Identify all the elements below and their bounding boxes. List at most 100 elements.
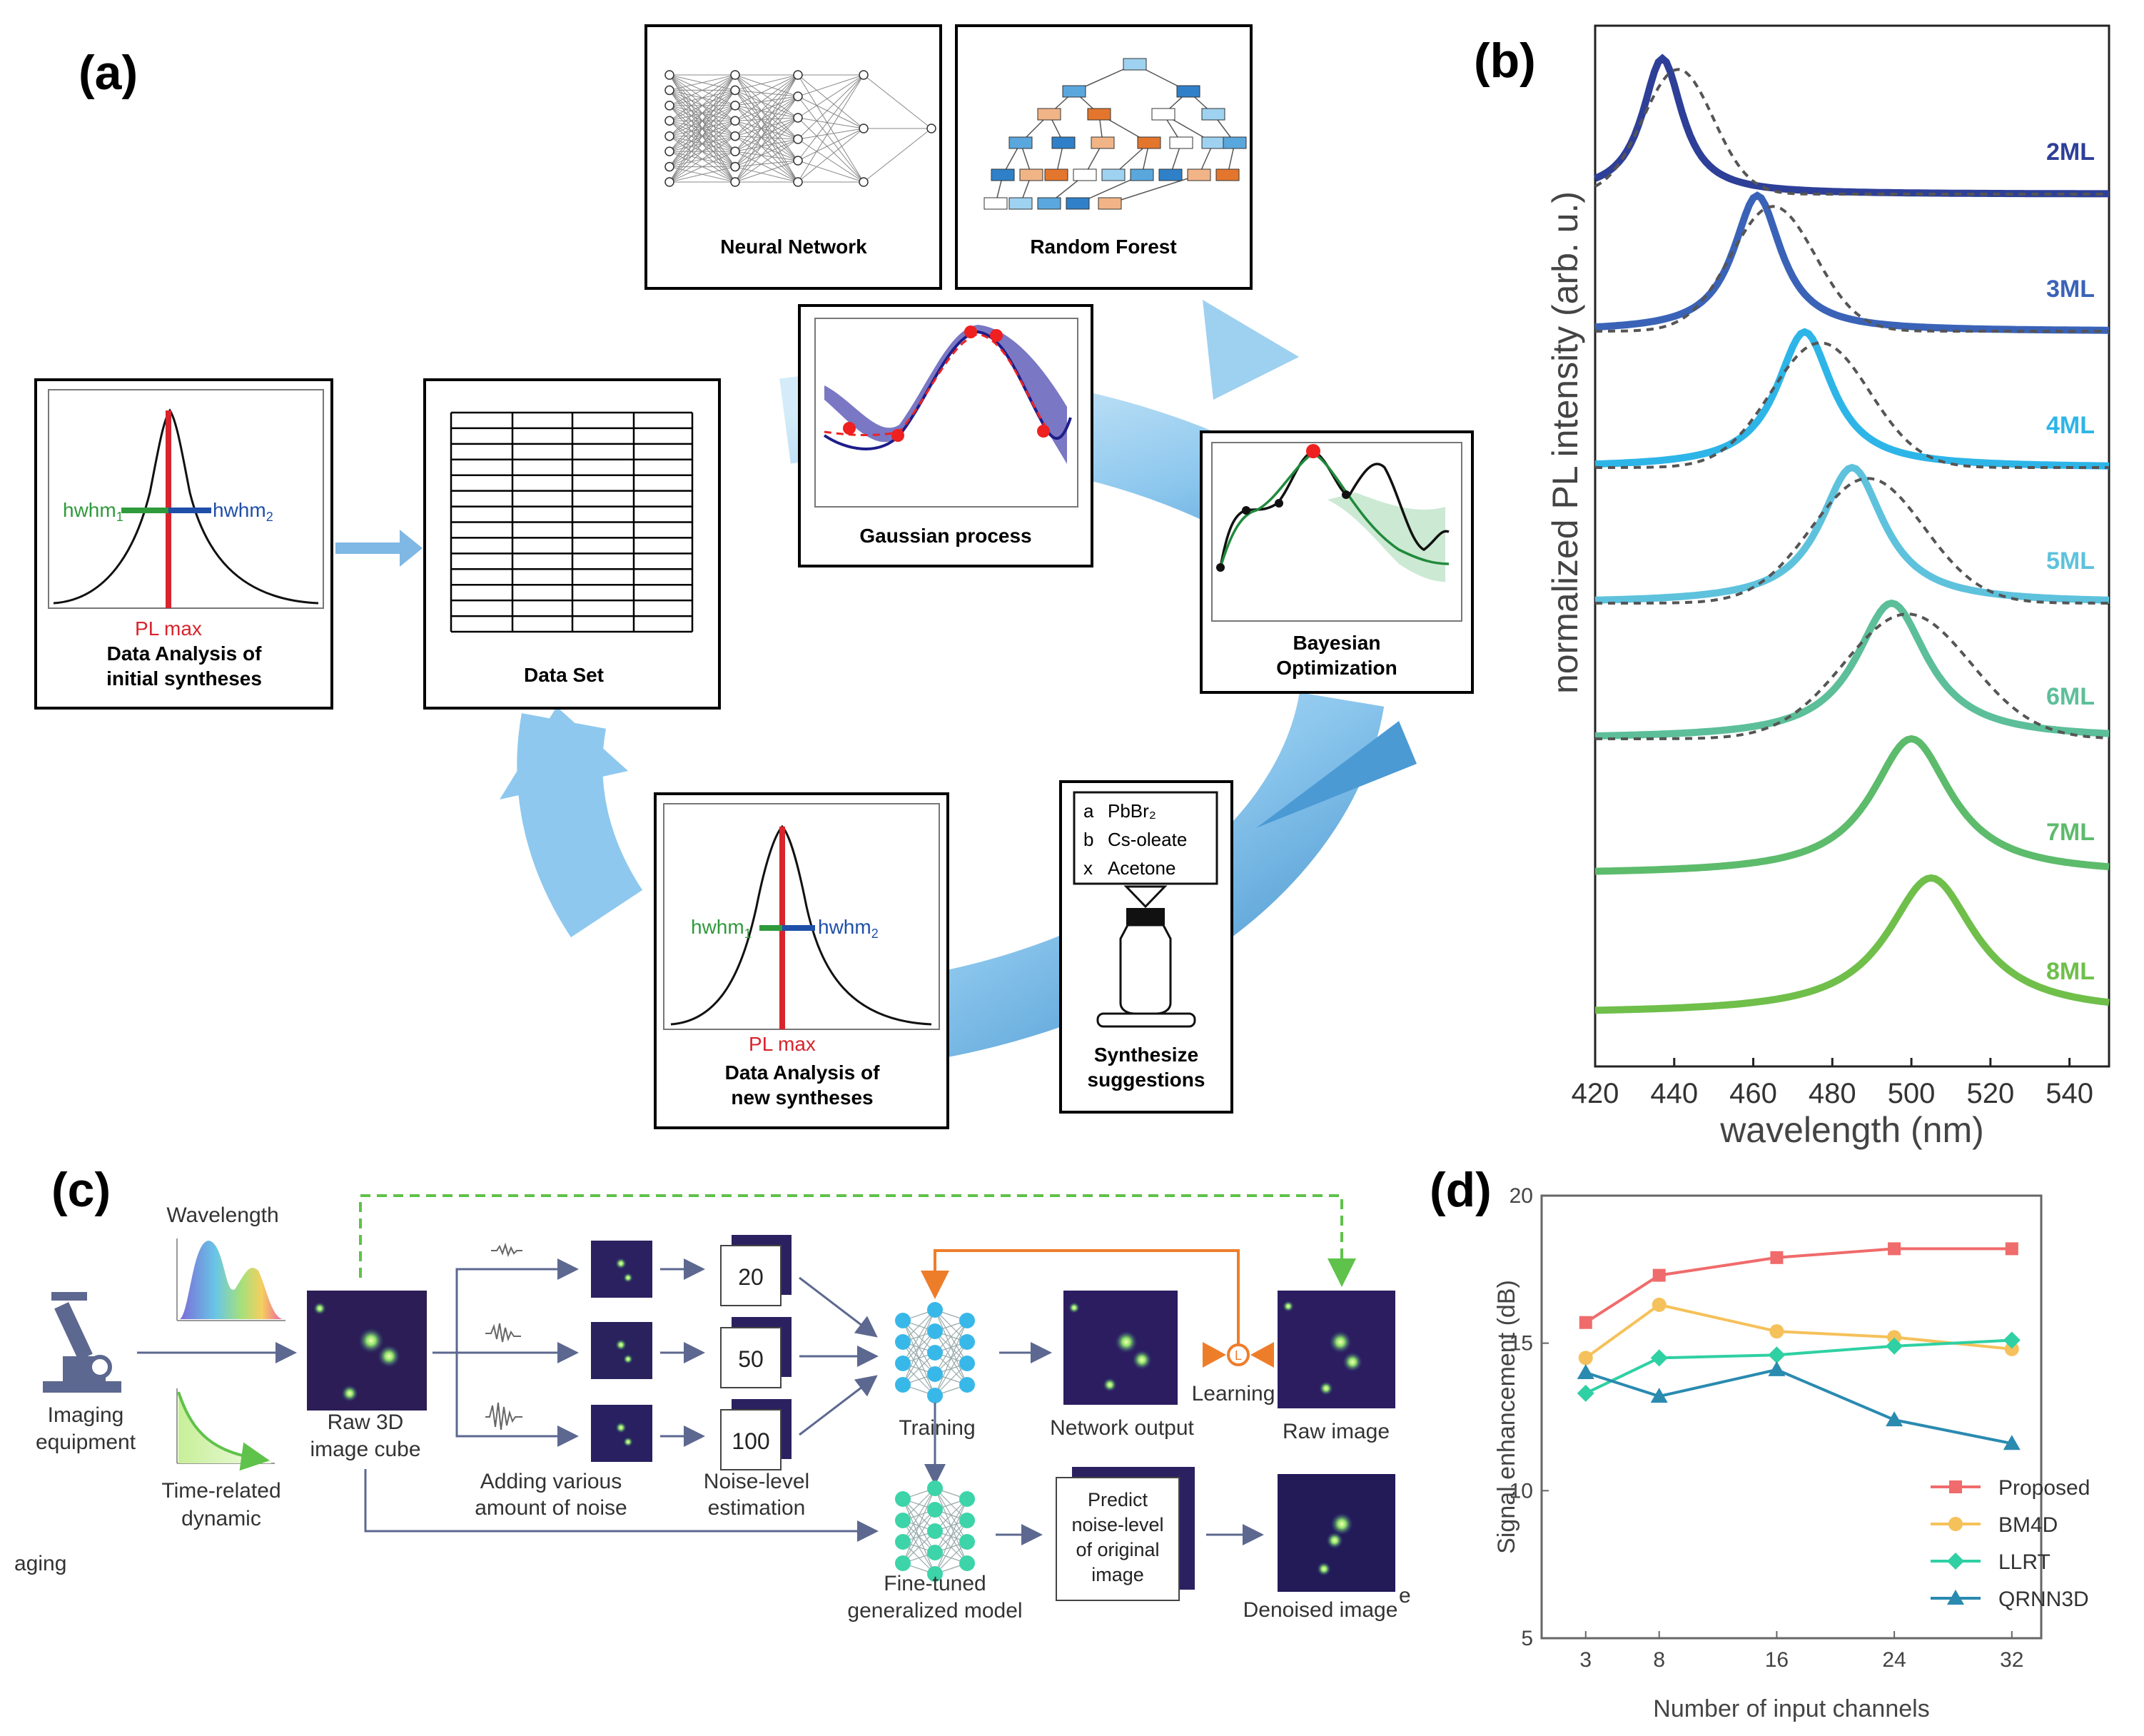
neural-network-diagram: [664, 70, 936, 187]
svg-text:Acetone: Acetone: [1108, 857, 1175, 879]
nn-node: [730, 85, 740, 96]
net-node: [895, 1534, 911, 1550]
pl-series-5ML: [1594, 463, 2110, 604]
noise-level-card: 100: [720, 1399, 792, 1470]
initial-label-line2: initial syntheses: [106, 667, 262, 690]
fine-tuned-line2: generalized model: [847, 1599, 1022, 1623]
svg-text:x: x: [1083, 857, 1093, 879]
rf-node: [1008, 136, 1033, 149]
predict-noise-card: Predict noise-level of original image: [1056, 1467, 1195, 1601]
rf-node: [1158, 168, 1183, 181]
noisy-image-thumb: [591, 1322, 652, 1379]
pl-series-label: 8ML: [2046, 958, 2095, 985]
new-pl-max-label: PL max: [749, 1033, 816, 1055]
pl-x-tick-label: 520: [1966, 1078, 2014, 1109]
pl-series-8ML: [1594, 874, 2110, 1014]
net-node: [927, 1523, 943, 1539]
pl-series-label: 3ML: [2046, 276, 2095, 303]
pl-x-tick-label: 460: [1729, 1078, 1777, 1109]
noise-adding-line1: Adding various: [480, 1470, 622, 1493]
net-node: [895, 1513, 911, 1528]
svg-text:of original: of original: [1076, 1539, 1159, 1560]
imaging-equipment-line1: Imaging: [48, 1403, 124, 1427]
rf-node: [1037, 108, 1061, 121]
bo-best-point: [1306, 444, 1320, 458]
rf-node: [1044, 168, 1068, 181]
enh-point: [1652, 1268, 1666, 1282]
panel-a-workflow: (a) Neural Network Random Forest: [34, 24, 1474, 1129]
pl-reference-dashed: [1595, 612, 2110, 740]
legend-label: LLRT: [1998, 1550, 2051, 1574]
enh-x-tick-label: 24: [1882, 1648, 1906, 1672]
noise-estimation-line2: estimation: [708, 1496, 806, 1520]
raw-cube-line2: image cube: [310, 1438, 420, 1461]
enh-point: [1949, 1480, 1962, 1493]
enh-y-tick-label: 15: [1510, 1332, 1533, 1356]
pl-y-axis-title: normalized PL intensity (arb. u.): [1545, 191, 1585, 694]
level-to-training-arrow: [799, 1276, 878, 1338]
net-node: [895, 1334, 911, 1350]
new-label-line2: new syntheses: [731, 1086, 873, 1109]
initial-hwhm2-label: hwhm2: [213, 499, 273, 524]
vial-icon: [1096, 885, 1196, 1028]
pl-series-4ML: [1594, 328, 2110, 470]
pl-reference-dashed: [1594, 68, 2109, 196]
svg-text:50: 50: [738, 1346, 764, 1372]
net-node: [927, 1502, 943, 1518]
cycle-arrowhead-right: [1256, 721, 1417, 828]
pl-series-label: 4ML: [2046, 412, 2095, 439]
time-related-line1: Time-related: [161, 1479, 280, 1503]
net-node: [927, 1323, 943, 1339]
nn-node: [859, 177, 869, 187]
nn-node: [664, 70, 674, 80]
nn-node: [664, 131, 674, 141]
noise-level-card: 20: [720, 1235, 792, 1306]
initial-label-line1: Data Analysis of: [107, 642, 262, 665]
svg-text:PbBr₂: PbBr₂: [1108, 800, 1156, 822]
synthesize-label-line2: suggestions: [1088, 1069, 1205, 1091]
pl-series-label: 2ML: [2046, 138, 2095, 166]
feedback-dashed-arrow: [359, 1194, 1356, 1287]
nn-node: [664, 177, 674, 187]
net-node: [895, 1313, 911, 1328]
raw-cube-line1: Raw 3D: [328, 1410, 404, 1434]
pl-spectra-group: 2ML 3ML 4ML 5ML 6ML 7ML 8ML: [1593, 54, 2110, 1014]
branch-arrow-bottom: [455, 1353, 579, 1447]
pl-x-tick-label: 440: [1650, 1078, 1698, 1109]
pl-series-label: 5ML: [2046, 547, 2095, 575]
gp-sample-point: [843, 422, 856, 435]
rf-node: [1019, 168, 1043, 181]
enh-point: [2004, 1341, 2019, 1356]
net-node: [895, 1555, 911, 1571]
neural-network-box: Neural Network: [644, 24, 942, 290]
panel-d-signal-enhancement-chart: (d) 5 10 15 20 3 8 16 24 32 Proposed BM4D LLRT QRN…: [1430, 1163, 2090, 1722]
noise-adding-line2: amount of noise: [475, 1496, 627, 1520]
enh-point: [1768, 1346, 1786, 1364]
initial-pl-max-label: PL max: [135, 617, 202, 640]
synthesize-box: a PbBr₂ b Cs-oleate x Acetone Synthesize…: [1059, 780, 1233, 1114]
reagent-list-box: [1073, 791, 1218, 885]
pl-x-tick-label: 480: [1809, 1078, 1856, 1109]
rf-node: [1087, 108, 1111, 121]
rf-node: [1101, 168, 1126, 181]
fine-tuned-network-icon: [895, 1480, 975, 1582]
enh-point: [1579, 1316, 1592, 1329]
rf-node: [1201, 136, 1225, 149]
rf-node: [1091, 136, 1115, 149]
noise-wave-small: [491, 1242, 522, 1258]
nn-node: [793, 134, 803, 144]
nn-node: [664, 85, 674, 96]
network-output-label: Network output: [1050, 1416, 1194, 1440]
enh-point: [1578, 1351, 1593, 1366]
rf-node: [1223, 136, 1247, 149]
branch-arrow-top: [433, 1258, 579, 1354]
enh-line-LLRT: [1584, 1338, 2012, 1395]
pl-x-axis-ticks: 420 440 460 480 500 520 540: [1572, 1058, 2093, 1109]
enh-point: [1768, 1361, 1786, 1376]
enh-y-tick-label: 10: [1510, 1479, 1533, 1503]
net-node: [927, 1388, 943, 1403]
enh-x-tick-label: 3: [1579, 1648, 1592, 1672]
data-set-box: Data Set: [423, 378, 721, 710]
initial-to-dataset-arrow: [335, 530, 423, 567]
nn-node: [730, 70, 740, 80]
